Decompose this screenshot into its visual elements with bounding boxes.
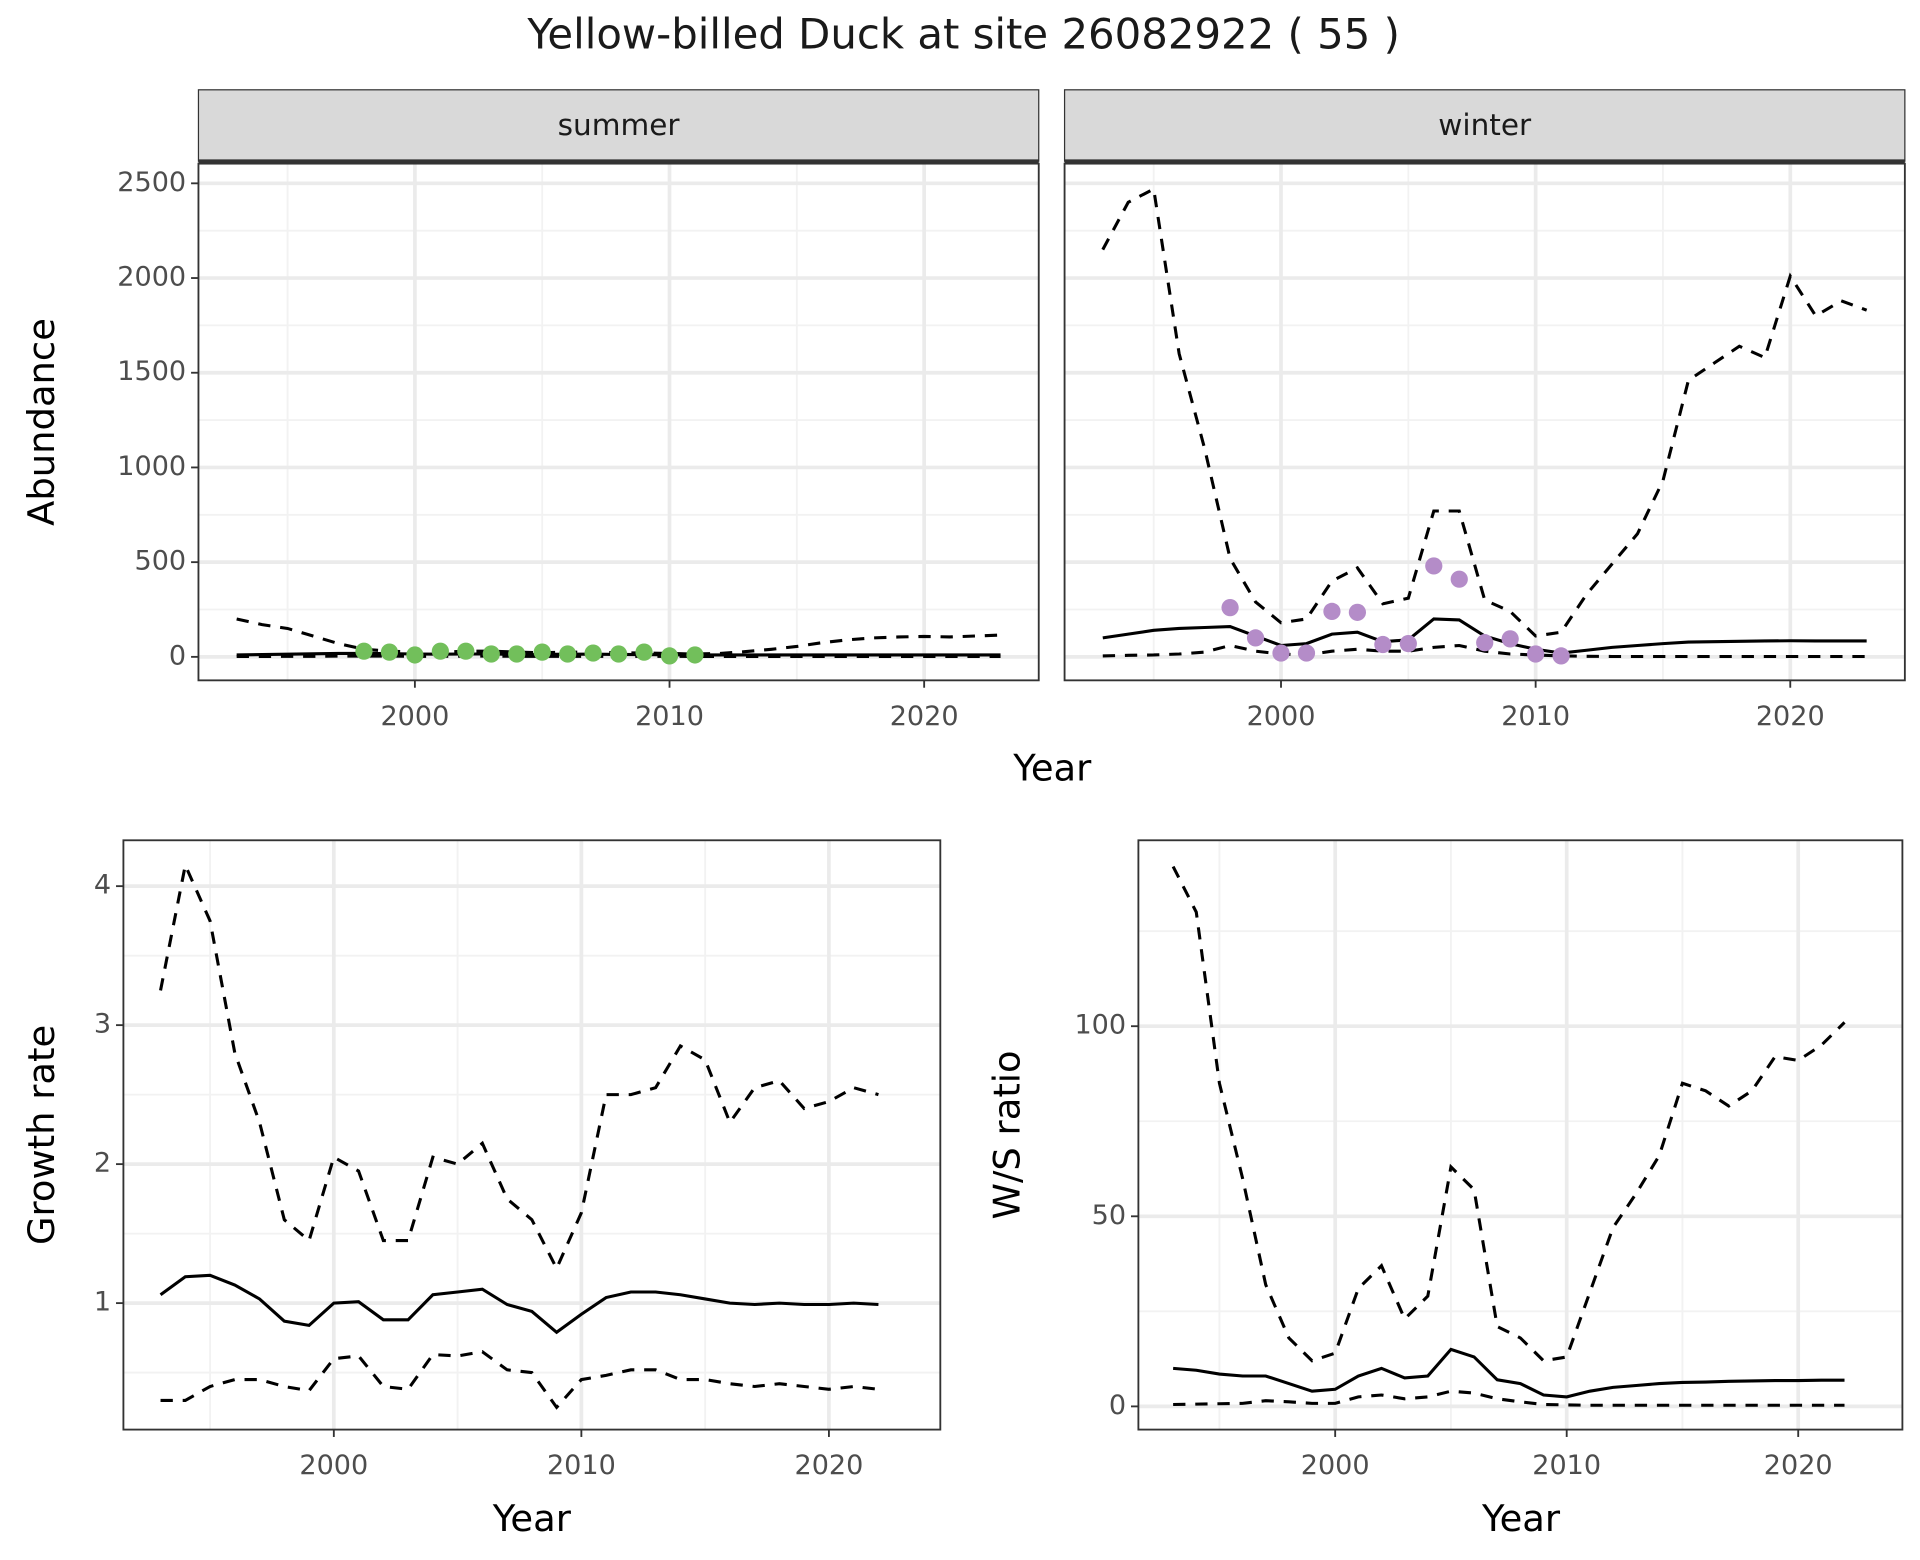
data-point bbox=[1450, 570, 1468, 588]
y-tick-label: 4 bbox=[94, 870, 111, 901]
data-point bbox=[559, 645, 577, 663]
data-point bbox=[1272, 644, 1290, 662]
data-point bbox=[1476, 634, 1494, 652]
data-point bbox=[406, 646, 424, 664]
data-point bbox=[584, 644, 602, 662]
panel-border bbox=[197, 162, 1040, 682]
x-tick-label: 2020 bbox=[890, 701, 959, 732]
y-tick-label: 2500 bbox=[117, 167, 186, 198]
data-point bbox=[686, 646, 704, 664]
strip-label: winter bbox=[1438, 108, 1532, 142]
data-point bbox=[1399, 634, 1417, 653]
data-point bbox=[457, 642, 475, 660]
data-point bbox=[431, 642, 449, 660]
y-axis-title: W/S ratio bbox=[986, 1050, 1029, 1219]
y-tick-label: 3 bbox=[94, 1009, 111, 1040]
data-point bbox=[1323, 602, 1341, 621]
x-tick-label: 2000 bbox=[299, 1450, 368, 1481]
x-tick-label: 2010 bbox=[547, 1450, 616, 1481]
x-tick-label: 2020 bbox=[1764, 1450, 1833, 1481]
data-point bbox=[355, 642, 373, 660]
data-point bbox=[1425, 557, 1443, 575]
data-point bbox=[482, 645, 500, 663]
panel-border bbox=[1137, 839, 1904, 1431]
panel-border bbox=[1063, 162, 1906, 682]
y-tick-label: 1500 bbox=[117, 356, 186, 387]
strip-background bbox=[197, 89, 1040, 162]
y-tick-label: 2 bbox=[94, 1148, 111, 1179]
y-tick-label: 500 bbox=[135, 546, 187, 577]
x-tick-label: 2000 bbox=[1247, 701, 1316, 732]
y-tick-label: 0 bbox=[1109, 1390, 1126, 1421]
data-point bbox=[609, 645, 628, 663]
data-point bbox=[660, 647, 679, 665]
x-tick-label: 2020 bbox=[794, 1450, 863, 1481]
mean-line bbox=[159, 1273, 879, 1335]
y-tick-label: 2000 bbox=[117, 262, 186, 293]
panel-border bbox=[122, 839, 942, 1431]
interval-line bbox=[1173, 1389, 1845, 1407]
data-point bbox=[1221, 599, 1239, 617]
data-point bbox=[380, 643, 399, 661]
strip-background bbox=[1063, 89, 1906, 162]
data-point bbox=[1527, 645, 1545, 663]
y-axis-title: Growth rate bbox=[20, 1025, 63, 1245]
x-tick-label: 2020 bbox=[1756, 701, 1825, 732]
data-point bbox=[1246, 629, 1265, 647]
x-tick-label: 2010 bbox=[635, 701, 704, 732]
x-axis-title: Year bbox=[1012, 747, 1092, 790]
strip-label: summer bbox=[558, 108, 681, 142]
y-tick-label: 50 bbox=[1092, 1200, 1126, 1231]
data-point bbox=[1552, 647, 1570, 665]
y-axis-title: Abundance bbox=[20, 318, 63, 526]
x-axis-title: Year bbox=[492, 1497, 572, 1540]
x-axis-title: Year bbox=[1481, 1497, 1561, 1540]
data-point bbox=[635, 643, 653, 661]
y-tick-label: 1 bbox=[94, 1287, 111, 1318]
x-tick-label: 2010 bbox=[1532, 1450, 1601, 1481]
interval-line bbox=[1101, 186, 1868, 638]
data-point bbox=[508, 645, 526, 663]
y-tick-label: 0 bbox=[169, 640, 186, 671]
data-point bbox=[1348, 603, 1367, 621]
data-point bbox=[1297, 644, 1316, 662]
data-point bbox=[533, 643, 551, 661]
data-point bbox=[1501, 630, 1519, 648]
y-tick-label: 1000 bbox=[117, 451, 186, 482]
data-point bbox=[1374, 635, 1392, 654]
interval-line bbox=[1171, 865, 1846, 1363]
interval-line bbox=[160, 1350, 879, 1410]
y-tick-label: 100 bbox=[1074, 1010, 1126, 1041]
x-tick-label: 2010 bbox=[1501, 701, 1570, 732]
figure-title: Yellow-billed Duck at site 26082922 ( 55… bbox=[526, 9, 1400, 58]
mean-line bbox=[1172, 1347, 1845, 1399]
x-tick-label: 2000 bbox=[380, 701, 449, 732]
x-tick-label: 2000 bbox=[1301, 1450, 1370, 1481]
